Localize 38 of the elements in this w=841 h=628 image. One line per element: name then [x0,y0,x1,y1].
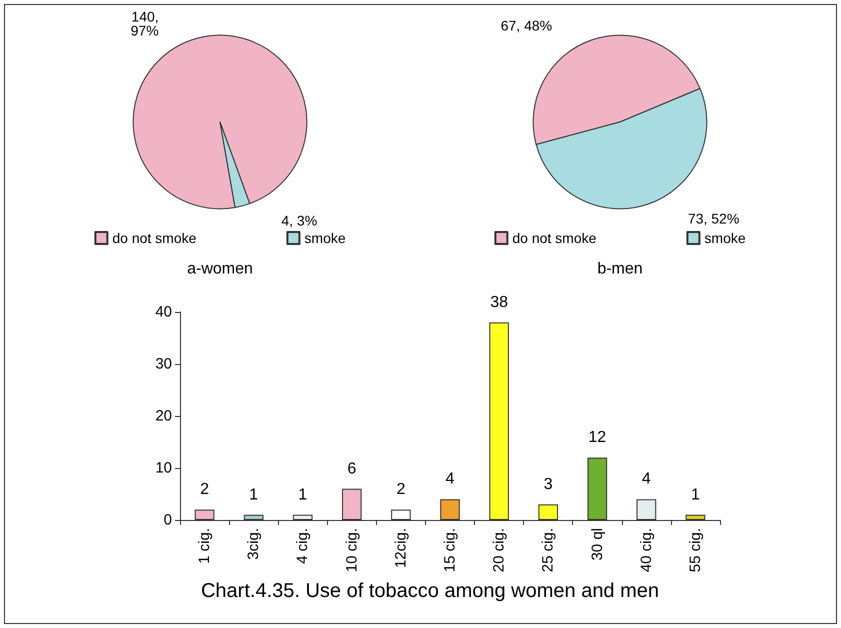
data-label: 4 [642,470,651,488]
text: Chart.4.35. Use of tobacco among women and men [200,580,660,602]
legend-label: do not smoke [512,230,597,246]
data-label: 73, 52% [688,210,740,226]
data-label: 2 [396,481,406,498]
x-tick-label: 40 cig. [638,528,655,572]
x-tick-label: 3cig. [245,528,262,560]
legend-label: smoke [704,230,746,246]
y-tick-label: 0 [164,512,172,528]
y-tick-label: 30 [155,356,172,372]
data-label: 38 [490,294,508,311]
data-label: 140, 97% [130,8,159,39]
x-tick-label: 4 cig. [294,528,312,564]
data-label: 4, 3% [281,212,318,228]
data-label: 1 [249,486,258,504]
text: b-men [597,260,643,278]
data-label: 6 [347,460,356,478]
data-label: 1 [691,486,700,504]
x-tick-label: 30 ql [588,528,606,561]
data-label: 12 [588,429,606,446]
y-tick-label: 10 [155,460,172,476]
x-tick-label: 15 cig. [442,528,458,572]
data-label: 1 [298,486,308,504]
x-tick-label: 25 cig. [540,528,557,572]
legend-label: do not smoke [112,230,197,246]
data-label: 3 [544,476,553,493]
x-tick-label: 20 cig. [490,528,508,572]
x-tick-label: 10 cig. [343,528,360,572]
x-tick-label: 12cig. [392,528,410,568]
data-label: 2 [200,481,210,498]
x-tick-label: 1 cig. [196,528,214,564]
text: a-women [187,260,253,278]
x-tick-label: 55 cig. [686,528,704,572]
legend-label: smoke [304,230,346,246]
data-label: 4 [446,470,455,488]
y-tick-label: 40 [155,304,172,320]
y-tick-label: 20 [155,408,172,424]
data-label: 67, 48% [500,18,552,34]
